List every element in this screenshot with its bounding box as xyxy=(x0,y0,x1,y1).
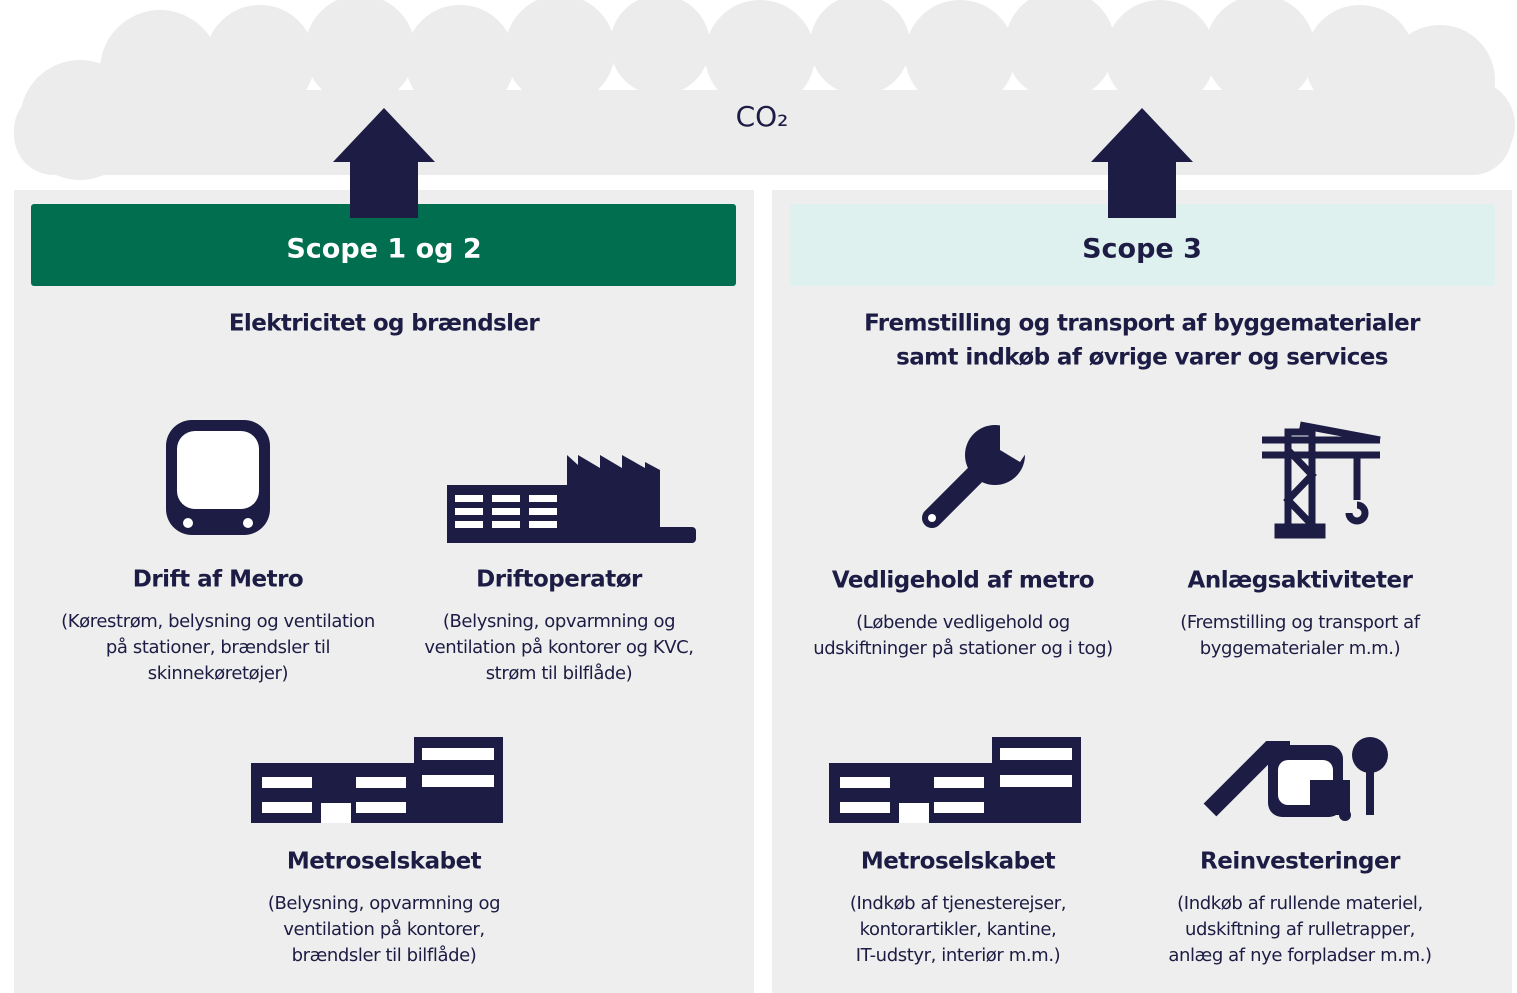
icon-crane xyxy=(1262,421,1381,539)
item-description: (Indkøb af rullende materiel, xyxy=(1177,893,1423,914)
header-title: Scope 1 og 2 xyxy=(286,234,481,265)
icon-train xyxy=(166,420,270,535)
co2-label: CO₂ xyxy=(736,100,789,133)
icon-building xyxy=(251,737,503,823)
item-title: Anlægsaktiviteter xyxy=(1188,568,1414,594)
item-description: (Belysning, opvarmning og xyxy=(268,893,500,914)
icon-escalator xyxy=(1203,737,1388,821)
item-description: (Fremstilling og transport af xyxy=(1180,612,1421,633)
item-title: Metroselskabet xyxy=(287,849,482,875)
subtitle: samt indkøb af øvrige varer og services xyxy=(896,345,1388,371)
item-title: Driftoperatør xyxy=(476,567,643,593)
arrow-up xyxy=(333,108,435,218)
item-title: Reinvesteringer xyxy=(1200,849,1401,875)
item-description: strøm til bilflåde) xyxy=(486,663,633,684)
header-bar xyxy=(31,204,736,286)
item-description: (Belysning, opvarmning og xyxy=(443,611,675,632)
panel-left xyxy=(14,190,754,993)
item-description: ventilation på kontorer, xyxy=(283,919,484,940)
icon-wrench xyxy=(922,420,1035,528)
item-title: Drift af Metro xyxy=(133,567,304,593)
cloud xyxy=(14,0,1515,180)
item-description: byggematerialer m.m.) xyxy=(1200,638,1400,659)
item-description: (Indkøb af tjenesterejser, xyxy=(850,893,1066,914)
item-description: ventilation på kontorer og KVC, xyxy=(424,637,693,658)
item-title: Vedligehold af metro xyxy=(832,568,1094,594)
item-description: udskiftning af rulletrapper, xyxy=(1185,919,1415,940)
item-description: (Løbende vedligehold og xyxy=(856,612,1070,633)
item-description: udskiftninger på stationer og i tog) xyxy=(813,638,1112,659)
header-title: Scope 3 xyxy=(1082,234,1202,265)
icon-factory xyxy=(447,455,696,543)
item-title: Metroselskabet xyxy=(861,849,1056,875)
item-description: skinnekøretøjer) xyxy=(148,663,288,684)
item-description: brændsler til bilflåde) xyxy=(292,945,477,966)
panel-right xyxy=(772,190,1512,993)
header-bar xyxy=(790,204,1495,286)
arrow-up xyxy=(1091,108,1193,218)
item-description: (Kørestrøm, belysning og ventilation xyxy=(61,611,375,632)
item-description: IT-udstyr, interiør m.m.) xyxy=(856,945,1061,966)
item-description: på stationer, brændsler til xyxy=(106,637,330,658)
item-description: anlæg af nye forpladser m.m.) xyxy=(1168,945,1431,966)
icon-building xyxy=(829,737,1081,823)
item-description: kontorartikler, kantine, xyxy=(860,919,1057,940)
subtitle: Fremstilling og transport af byggemateri… xyxy=(864,311,1421,337)
subtitle: Elektricitet og brændsler xyxy=(229,311,541,337)
